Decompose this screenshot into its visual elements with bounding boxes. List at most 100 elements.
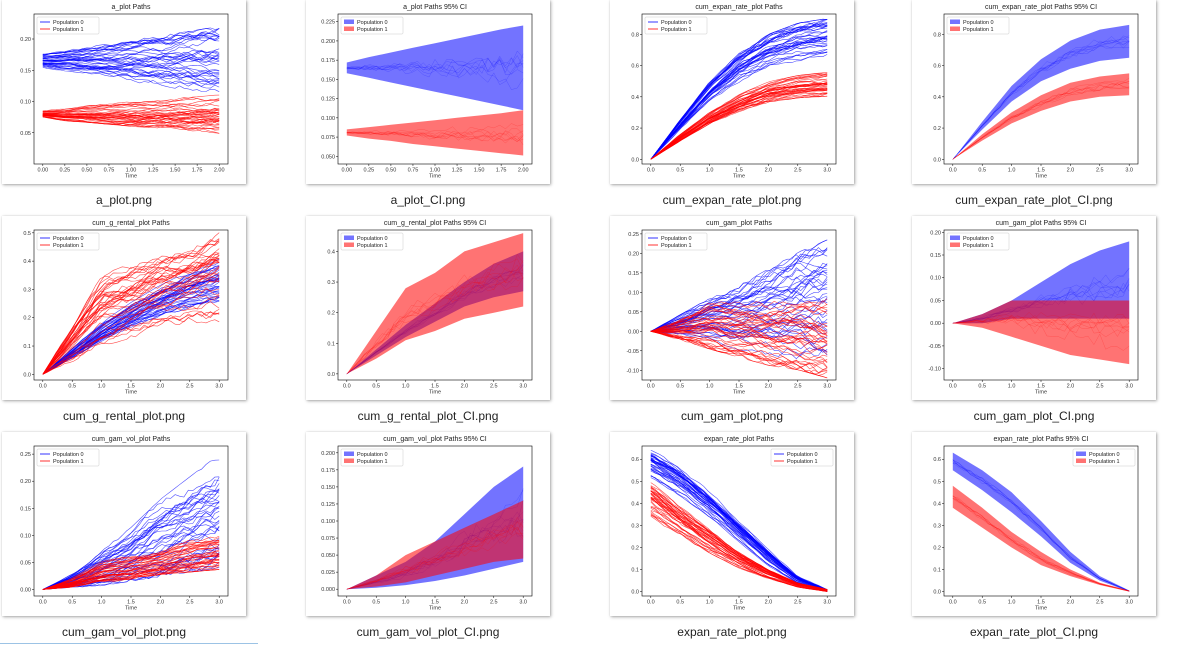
- file-tile[interactable]: expan_rate_plot Paths 95% CI 0.0 0.5 1.0 1.5…: [912, 432, 1156, 639]
- file-tile[interactable]: cum_gam_vol_plot Paths 0.0 0.5 1.0 1.5 2.0 2.5…: [2, 432, 246, 639]
- x-tick-label: 3.0: [1125, 168, 1133, 174]
- series-path: [42, 255, 220, 375]
- file-tile[interactable]: cum_gam_plot Paths 95% CI 0.0 0.5 1.0 1.5 2.0…: [912, 216, 1156, 423]
- file-tile[interactable]: a_plot Paths 0.00 0.25 0.50 0.75 1.00 1.25 1.50…: [2, 0, 246, 207]
- file-thumbnail[interactable]: cum_g_rental_plot Paths 95% CI 0.0 0.5 1.0 1…: [306, 216, 550, 400]
- file-name-label[interactable]: cum_gam_plot_CI.png: [973, 409, 1095, 423]
- file-thumbnail[interactable]: a_plot Paths 0.00 0.25 0.50 0.75 1.00 1.25 1.50…: [2, 0, 246, 184]
- y-tick-label: 0.5: [23, 231, 31, 237]
- file-tile[interactable]: expan_rate_plot Paths 0.0 0.5 1.0 1.5 2.0 2.5 3…: [610, 432, 854, 639]
- series-path: [42, 63, 220, 83]
- file-thumbnail[interactable]: cum_gam_plot Paths 0.0 0.5 1.0 1.5 2.0 2.5 3.0 -…: [610, 216, 854, 400]
- file-name-label[interactable]: a_plot_CI.png: [390, 193, 466, 207]
- series-path: [42, 116, 220, 131]
- file-name-label[interactable]: cum_gam_plot.png: [680, 409, 784, 423]
- x-tick-label: 3.0: [1125, 384, 1133, 390]
- series-path: [42, 565, 220, 590]
- x-tick-label: 3.0: [823, 384, 831, 390]
- x-tick-label: 1.0: [1008, 600, 1016, 606]
- y-tick-label: 0.10: [20, 100, 31, 106]
- x-tick-label: 0.0: [343, 600, 351, 606]
- series-path: [650, 74, 828, 160]
- chart: cum_gam_vol_plot Paths 95% CI 0.0 0.5 1.0 1.…: [321, 436, 533, 612]
- x-tick-label: 0.75: [408, 168, 419, 174]
- y-tick-label: 0.125: [321, 97, 335, 103]
- y-tick-label: 0.4: [631, 501, 639, 507]
- y-tick-label: 0.4: [327, 249, 335, 255]
- file-thumbnail[interactable]: cum_gam_vol_plot Paths 95% CI 0.0 0.5 1.0 1.…: [306, 432, 550, 616]
- chart: cum_gam_plot Paths 0.0 0.5 1.0 1.5 2.0 2.5 3.0 -…: [626, 220, 837, 396]
- series-path: [650, 49, 828, 160]
- series-path: [650, 49, 828, 160]
- legend-entry: Population 0: [53, 20, 84, 26]
- series-path: [42, 286, 220, 375]
- series-path: [650, 497, 828, 591]
- chart: cum_gam_vol_plot Paths 0.0 0.5 1.0 1.5 2.0 2.5…: [20, 436, 229, 612]
- series-path: [650, 449, 828, 590]
- series-path: [650, 86, 828, 160]
- y-tick-label: 0.25: [20, 452, 31, 458]
- chart: a_plot Paths 0.00 0.25 0.50 0.75 1.00 1.25 1.50…: [20, 4, 229, 180]
- legend-entry: Population 1: [661, 243, 692, 249]
- series-path: [650, 515, 828, 592]
- file-tile[interactable]: cum_gam_vol_plot Paths 95% CI 0.0 0.5 1.0 1.…: [306, 432, 550, 639]
- chart: expan_rate_plot Paths 0.0 0.5 1.0 1.5 2.0 2.5 3…: [631, 436, 837, 612]
- file-thumbnail[interactable]: cum_gam_vol_plot Paths 0.0 0.5 1.0 1.5 2.0 2.5…: [2, 432, 246, 616]
- file-thumbnail[interactable]: a_plot Paths 95% CI 0.00 0.25 0.50 0.75 1.00 1…: [306, 0, 550, 184]
- file-name-label[interactable]: cum_g_rental_plot.png: [62, 409, 186, 423]
- file-name-label[interactable]: cum_expan_rate_plot.png: [662, 193, 802, 207]
- file-tile[interactable]: cum_expan_rate_plot Paths 95% CI 0.0 0.5 1.…: [912, 0, 1156, 207]
- file-name-label[interactable]: cum_expan_rate_plot_CI.png: [955, 193, 1113, 207]
- legend-entry: Population 0: [357, 20, 388, 26]
- x-tick-label: 3.0: [215, 600, 223, 606]
- file-name-label[interactable]: cum_g_rental_plot_CI.png: [357, 409, 499, 423]
- y-tick-label: 0.8: [933, 32, 941, 38]
- y-tick-label: 0.4: [933, 501, 941, 507]
- y-tick-label: 0.2: [631, 126, 639, 132]
- file-thumbnail[interactable]: cum_expan_rate_plot Paths 95% CI 0.0 0.5 1.…: [912, 0, 1156, 184]
- legend-entry: Population 0: [963, 20, 994, 26]
- legend-entry: Population 1: [661, 27, 692, 33]
- file-tile[interactable]: cum_expan_rate_plot Paths 0.0 0.5 1.0 1.5 2.0…: [610, 0, 854, 207]
- series-path: [650, 456, 828, 591]
- chart-title: expan_rate_plot Paths: [704, 436, 775, 443]
- chart: cum_expan_rate_plot Paths 0.0 0.5 1.0 1.5 2.0…: [631, 4, 837, 180]
- file-name-label[interactable]: a_plot.png: [95, 193, 153, 207]
- legend-entry: Population 1: [787, 459, 818, 465]
- x-tick-label: 0.75: [104, 168, 115, 174]
- file-name-label[interactable]: cum_gam_vol_plot_CI.png: [356, 625, 500, 639]
- file-tile[interactable]: cum_g_rental_plot Paths 0.0 0.5 1.0 1.5 2.0 2.…: [2, 216, 246, 423]
- file-tile[interactable]: cum_g_rental_plot Paths 95% CI 0.0 0.5 1.0 1…: [306, 216, 550, 423]
- x-axis-label: Time: [733, 174, 745, 180]
- file-tile[interactable]: cum_gam_plot Paths 0.0 0.5 1.0 1.5 2.0 2.5 3.0 -…: [610, 216, 854, 423]
- x-tick-label: 0.0: [647, 384, 655, 390]
- y-tick-label: 0.00: [628, 329, 639, 335]
- file-thumbnail[interactable]: cum_expan_rate_plot Paths 0.0 0.5 1.0 1.5 2.0…: [610, 0, 854, 184]
- file-tile[interactable]: a_plot Paths 95% CI 0.00 0.25 0.50 0.75 1.00 1…: [306, 0, 550, 207]
- x-tick-label: 0.00: [37, 168, 48, 174]
- y-tick-label: 0.2: [631, 545, 639, 551]
- file-name-label[interactable]: expan_rate_plot.png: [677, 625, 787, 639]
- file-thumbnail[interactable]: expan_rate_plot Paths 0.0 0.5 1.0 1.5 2.0 2.5 3…: [610, 432, 854, 616]
- file-name-label[interactable]: expan_rate_plot_CI.png: [969, 625, 1099, 639]
- series-path: [650, 331, 828, 379]
- y-tick-label: 0.20: [20, 479, 31, 485]
- y-tick-label: 0.10: [20, 533, 31, 539]
- chart: a_plot Paths 95% CI 0.00 0.25 0.50 0.75 1.00 1…: [321, 4, 533, 180]
- series-path: [650, 469, 828, 592]
- file-name-label[interactable]: cum_gam_vol_plot.png: [61, 625, 187, 639]
- series-path: [42, 490, 220, 590]
- x-tick-label: 2.0: [765, 168, 773, 174]
- file-thumbnail[interactable]: cum_g_rental_plot Paths 0.0 0.5 1.0 1.5 2.0 2.…: [2, 216, 246, 400]
- ci-band-1: [952, 300, 1130, 365]
- x-tick-label: 1.50: [474, 168, 485, 174]
- legend-swatch: [344, 458, 354, 463]
- series-path: [650, 82, 828, 160]
- series-path: [650, 91, 828, 160]
- file-thumbnail[interactable]: expan_rate_plot Paths 95% CI 0.0 0.5 1.0 1.5…: [912, 432, 1156, 616]
- file-thumbnail[interactable]: cum_gam_plot Paths 95% CI 0.0 0.5 1.0 1.5 2.0…: [912, 216, 1156, 400]
- series-path: [42, 108, 220, 115]
- y-tick-label: 0.100: [321, 116, 335, 122]
